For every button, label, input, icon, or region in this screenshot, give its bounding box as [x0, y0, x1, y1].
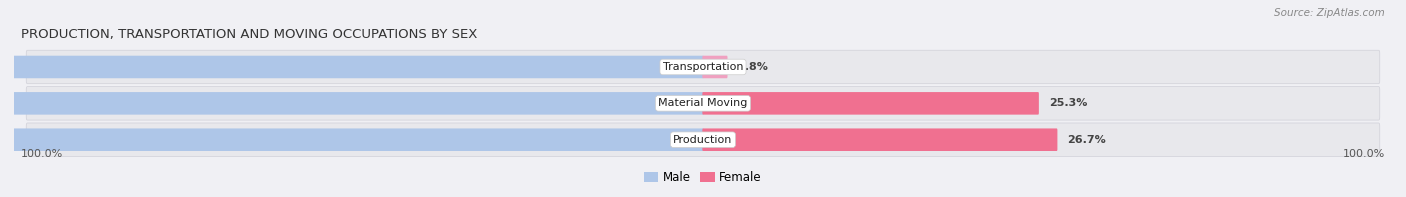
Text: Transportation: Transportation — [662, 62, 744, 72]
Text: PRODUCTION, TRANSPORTATION AND MOVING OCCUPATIONS BY SEX: PRODUCTION, TRANSPORTATION AND MOVING OC… — [21, 28, 477, 41]
Text: Source: ZipAtlas.com: Source: ZipAtlas.com — [1274, 8, 1385, 18]
Text: 1.8%: 1.8% — [738, 62, 768, 72]
FancyBboxPatch shape — [703, 92, 1039, 115]
FancyBboxPatch shape — [27, 87, 1379, 120]
Text: 100.0%: 100.0% — [21, 149, 63, 159]
FancyBboxPatch shape — [0, 128, 703, 151]
FancyBboxPatch shape — [703, 56, 727, 78]
Text: Production: Production — [673, 135, 733, 145]
FancyBboxPatch shape — [0, 92, 703, 115]
Text: 100.0%: 100.0% — [1343, 149, 1385, 159]
FancyBboxPatch shape — [0, 56, 703, 78]
Text: 25.3%: 25.3% — [1049, 98, 1087, 108]
Legend: Male, Female: Male, Female — [640, 166, 766, 189]
FancyBboxPatch shape — [27, 123, 1379, 156]
FancyBboxPatch shape — [27, 50, 1379, 84]
Text: Material Moving: Material Moving — [658, 98, 748, 108]
Text: 26.7%: 26.7% — [1067, 135, 1107, 145]
FancyBboxPatch shape — [703, 128, 1057, 151]
